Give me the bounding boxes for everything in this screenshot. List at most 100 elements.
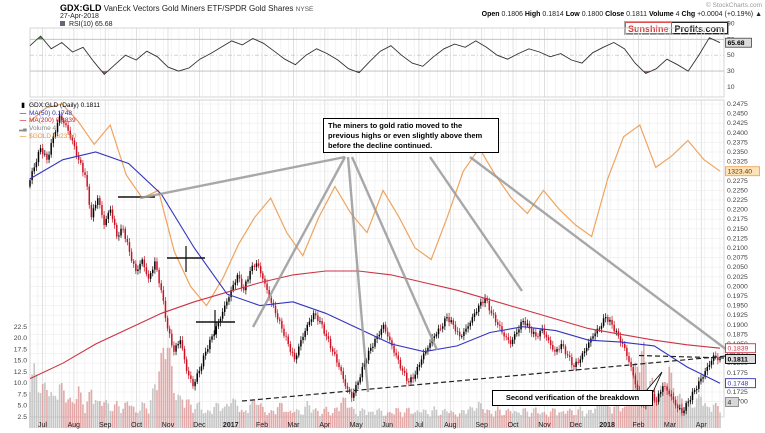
high-label: High bbox=[524, 11, 541, 18]
svg-text:Apr: Apr bbox=[696, 422, 708, 429]
svg-text:30: 30 bbox=[727, 68, 735, 75]
svg-text:0.1725: 0.1725 bbox=[727, 389, 748, 396]
svg-text:0.2425: 0.2425 bbox=[727, 120, 748, 127]
line-icon: — bbox=[19, 117, 27, 125]
svg-text:90: 90 bbox=[727, 20, 735, 27]
svg-text:Mar: Mar bbox=[664, 422, 677, 429]
svg-text:0.2400: 0.2400 bbox=[727, 130, 748, 137]
svg-text:0.2325: 0.2325 bbox=[727, 159, 748, 166]
svg-text:Aug: Aug bbox=[444, 422, 457, 429]
indicator-value: 65.68 bbox=[95, 21, 113, 28]
svg-text:1323.40: 1323.40 bbox=[728, 169, 753, 176]
svg-text:Sep: Sep bbox=[475, 422, 488, 429]
svg-text:2018: 2018 bbox=[599, 422, 615, 429]
svg-text:7.5: 7.5 bbox=[18, 391, 28, 398]
low-value: 0.1800 bbox=[581, 11, 604, 18]
svg-text:4: 4 bbox=[728, 399, 732, 406]
svg-text:17.5: 17.5 bbox=[14, 346, 27, 353]
callout-lines bbox=[139, 155, 736, 404]
month-axis-labels: Jul Aug Sep Oct Nov Dec 2017 Feb Mar Apr May Jun Jul… bbox=[38, 422, 707, 429]
svg-text:Aug: Aug bbox=[68, 422, 81, 429]
value-label-boxes: 1323.40 0.1839 0.1811 0.1748 4 65.68 bbox=[725, 37, 760, 407]
svg-text:Feb: Feb bbox=[632, 422, 644, 429]
svg-text:Jul: Jul bbox=[414, 422, 423, 429]
indicator-header: RSI(10) 65.68 bbox=[60, 21, 113, 28]
svg-text:10: 10 bbox=[727, 84, 735, 91]
svg-text:2017: 2017 bbox=[223, 422, 239, 429]
svg-text:0.2150: 0.2150 bbox=[727, 226, 748, 233]
ticker-symbol: GDX:GLD bbox=[60, 3, 102, 13]
svg-text:Feb: Feb bbox=[256, 422, 268, 429]
bars-icon: ▂▄ bbox=[19, 125, 27, 132]
candlesticks bbox=[29, 111, 721, 416]
legend-volume-label: Volume 4 bbox=[29, 124, 57, 132]
ma200-line bbox=[29, 270, 721, 380]
svg-text:0.2200: 0.2200 bbox=[727, 207, 748, 214]
volume-label: Volume bbox=[648, 11, 674, 18]
dashed-trendlines bbox=[241, 354, 743, 402]
svg-text:0.2350: 0.2350 bbox=[727, 149, 748, 156]
close-value: 0.1811 bbox=[626, 11, 647, 18]
svg-text:12.5: 12.5 bbox=[14, 369, 27, 376]
legend-gold-label: $GOLD 1323.40 bbox=[29, 133, 77, 141]
quote-bar: Open 0.1806 High 0.1814 Low 0.1800 Close… bbox=[482, 11, 762, 18]
line-icon: — bbox=[19, 109, 27, 117]
rsi-axis-labels: 9070503010 bbox=[727, 20, 735, 91]
svg-text:0.1900: 0.1900 bbox=[727, 322, 748, 329]
svg-text:Sep: Sep bbox=[99, 422, 112, 429]
open-value: 0.1806 bbox=[501, 11, 523, 18]
svg-text:5.0: 5.0 bbox=[18, 403, 28, 410]
indicator-label: RSI(10) bbox=[68, 21, 94, 28]
logo-profits: Profits.com bbox=[671, 22, 729, 34]
svg-text:0.2275: 0.2275 bbox=[727, 178, 748, 185]
svg-text:0.2050: 0.2050 bbox=[727, 264, 748, 271]
volume-axis-labels: 22.5 20.0 17.5 15.0 12.5 10.0 7.5 5.0 2.5 bbox=[14, 324, 27, 421]
svg-text:0.2000: 0.2000 bbox=[727, 283, 748, 290]
legend-gold: — $GOLD 1323.40 bbox=[18, 133, 100, 141]
svg-text:Jul: Jul bbox=[38, 422, 47, 429]
chart-title: GDX:GLD VanEck Vectors Gold Miners ETF/S… bbox=[60, 3, 313, 13]
svg-text:10.0: 10.0 bbox=[14, 380, 27, 387]
legend-gdxgld-label: GDX:GLD (Daily) 0.1811 bbox=[29, 102, 101, 109]
open-label: Open bbox=[481, 11, 500, 18]
svg-text:0.1875: 0.1875 bbox=[727, 331, 748, 338]
rsi-panel bbox=[29, 35, 724, 75]
svg-text:0.2175: 0.2175 bbox=[727, 216, 748, 223]
svg-text:0.1775: 0.1775 bbox=[727, 370, 748, 377]
svg-text:Apr: Apr bbox=[319, 422, 331, 429]
grid bbox=[29, 27, 725, 418]
svg-text:0.2025: 0.2025 bbox=[727, 274, 748, 281]
ma50-line bbox=[29, 151, 721, 384]
legend-gdxgld: ▮ GDX:GLD (Daily) 0.1811 bbox=[18, 102, 100, 110]
chart-date: 27-Apr-2018 bbox=[60, 13, 99, 20]
legend-volume: ▂▄ Volume 4 bbox=[18, 125, 100, 134]
legend-ma50-label: MA(50) 0.1748 bbox=[29, 109, 72, 117]
svg-text:0.1975: 0.1975 bbox=[727, 293, 748, 300]
candle-icon: ▮ bbox=[21, 102, 25, 109]
svg-text:May: May bbox=[350, 422, 364, 429]
low-label: Low bbox=[565, 11, 580, 18]
high-value: 0.1814 bbox=[542, 11, 564, 18]
svg-text:Dec: Dec bbox=[570, 422, 583, 429]
legend-ma50: — MA(50) 0.1748 bbox=[18, 110, 100, 118]
svg-text:0.2375: 0.2375 bbox=[727, 139, 748, 146]
svg-text:50: 50 bbox=[727, 52, 735, 59]
svg-text:65.68: 65.68 bbox=[728, 40, 745, 47]
stockcharts-copyright: © StockCharts.com bbox=[705, 2, 762, 9]
chg-value: +0.0004 (+0.19%) ▲ bbox=[697, 11, 762, 18]
svg-text:Oct: Oct bbox=[508, 422, 519, 429]
svg-text:0.2450: 0.2450 bbox=[727, 111, 748, 118]
exchange-label: NYSE bbox=[295, 6, 314, 13]
svg-text:Nov: Nov bbox=[162, 422, 175, 429]
svg-text:0.2225: 0.2225 bbox=[727, 197, 748, 204]
svg-text:0.1748: 0.1748 bbox=[728, 381, 749, 388]
svg-text:15.0: 15.0 bbox=[14, 358, 27, 365]
svg-text:0.2075: 0.2075 bbox=[727, 255, 748, 262]
close-label: Close bbox=[605, 11, 625, 18]
indicator-icon bbox=[60, 21, 65, 26]
legend-ma200: — MA(200) 0.1839 bbox=[18, 117, 100, 125]
svg-text:0.1811: 0.1811 bbox=[728, 356, 749, 363]
line-icon: — bbox=[19, 133, 27, 141]
